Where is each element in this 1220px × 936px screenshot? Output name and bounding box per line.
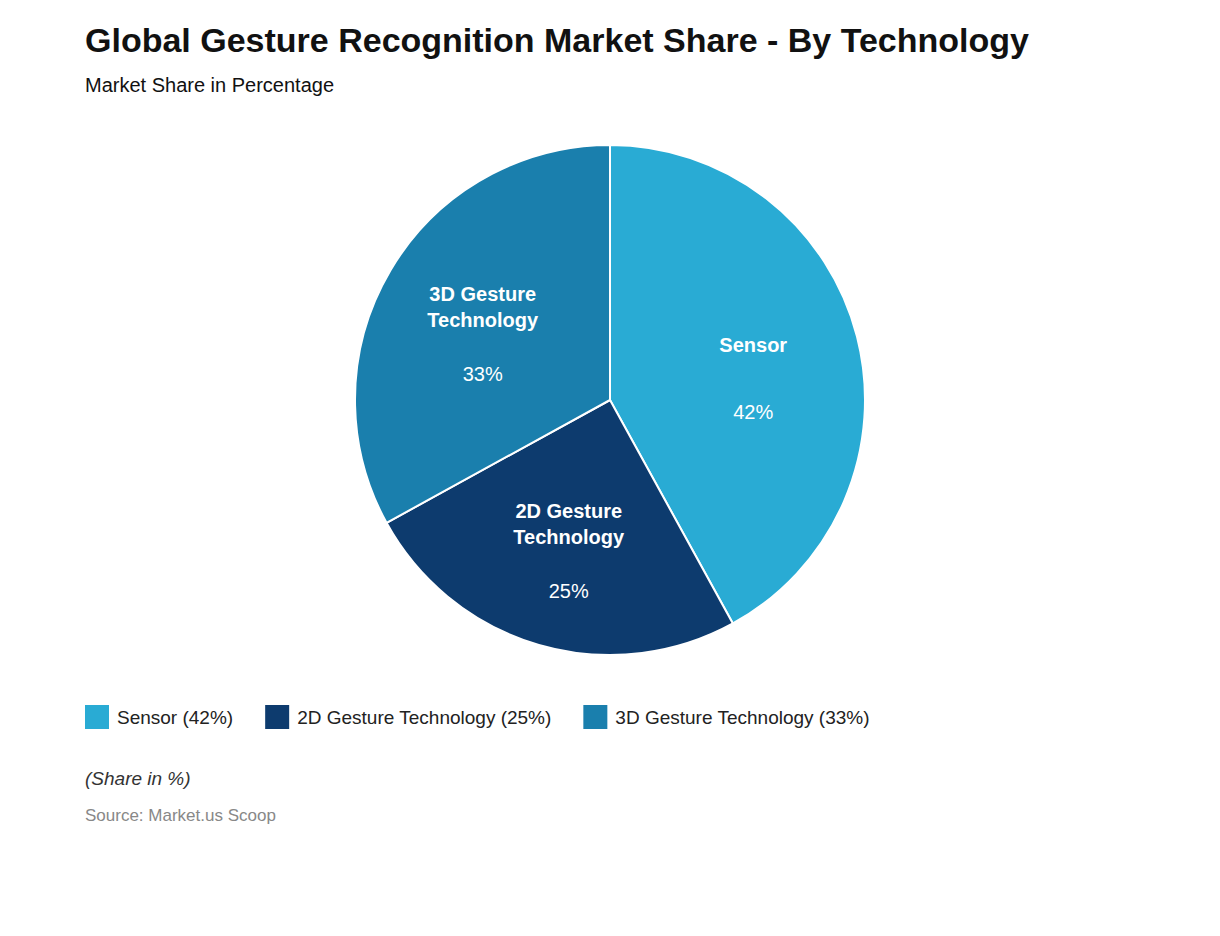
legend: Sensor (42%) 2D Gesture Technology (25%) 3… xyxy=(85,705,870,729)
footer-note: (Share in %) xyxy=(85,768,191,789)
slices xyxy=(355,145,865,655)
legend-swatch xyxy=(265,705,289,729)
slice-name-line: 2D Gesture xyxy=(515,500,622,522)
legend-swatch xyxy=(85,705,109,729)
legend-item: 3D Gesture Technology (33%) xyxy=(583,705,869,729)
source: Source: Market.us Scoop xyxy=(85,806,276,825)
subtitle: Market Share in Percentage xyxy=(85,74,334,96)
slice-name-line: Technology xyxy=(513,526,625,548)
chart: Global Gesture Recognition Market Share … xyxy=(0,0,1220,936)
legend-label: 2D Gesture Technology (25%) xyxy=(297,707,551,728)
slice-name: Sensor xyxy=(719,334,787,356)
data-label: 25% xyxy=(549,580,589,602)
slice-name: 3D Gesture Technology xyxy=(427,283,539,331)
legend-label: Sensor (42%) xyxy=(117,707,233,728)
slice-name-line: Sensor xyxy=(719,334,787,356)
slice-name-line: Technology xyxy=(427,309,539,331)
legend-label: 3D Gesture Technology (33%) xyxy=(615,707,869,728)
legend-swatch xyxy=(583,705,607,729)
legend-item: Sensor (42%) xyxy=(85,705,233,729)
slice-labels: Sensor 42% 2D Gesture Technology 25% 3D Gestu… xyxy=(427,283,787,602)
data-label: 42% xyxy=(733,401,773,423)
slice-name: 2D Gesture Technology xyxy=(513,500,625,548)
slice xyxy=(355,145,610,523)
slice-name-line: 3D Gesture xyxy=(429,283,536,305)
data-label: 33% xyxy=(463,363,503,385)
title: Global Gesture Recognition Market Share … xyxy=(85,21,1029,59)
legend-item: 2D Gesture Technology (25%) xyxy=(265,705,551,729)
